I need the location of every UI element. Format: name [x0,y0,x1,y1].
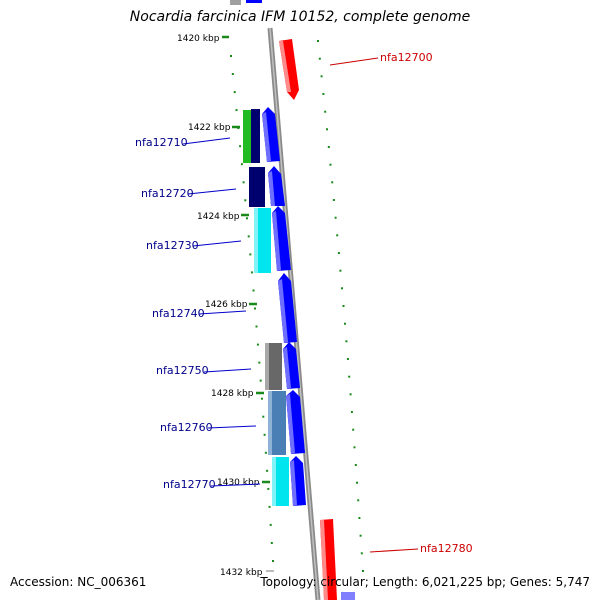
outer-scale-dot [345,340,348,343]
gene-nfa12720-segment-navy[interactable] [249,167,265,207]
kbp-label-1426: 1426 kbp [205,300,248,310]
inner-scale-dot [233,91,236,94]
outer-scale-dot [337,252,340,254]
inner-scale-dot [266,469,269,472]
outer-scale-dot [329,163,332,166]
kbp-label-1430: 1430 kbp [217,478,260,488]
outer-scale-dot [348,375,351,378]
inner-scale-dot [235,109,238,112]
inner-scale-dot [252,289,255,292]
inner-scale-dot [261,397,263,400]
gene-label-nfa12770[interactable]: nfa12770 [163,478,216,491]
outer-scale-dot [341,287,343,290]
inner-scale-dot [272,560,274,562]
outer-scale-dot [339,269,342,272]
inner-scale-dot [244,199,247,202]
kbp-label-1428: 1428 kbp [211,389,254,399]
gene-label-nfa12710[interactable]: nfa12710 [135,136,188,149]
partial-gene-top-blue [246,0,262,3]
inner-scale-dot [254,307,256,310]
gene-label-nfa12740[interactable]: nfa12740 [152,307,205,320]
outer-scale-dot [342,305,345,307]
gene-label-nfa12750[interactable]: nfa12750 [156,364,209,377]
gene-label-nfa12700[interactable]: nfa12700 [380,51,433,64]
gene-nfa12730-segment-cyan[interactable] [254,208,271,273]
kbp-label-1422: 1422 kbp [188,123,231,133]
inner-scale-dot [263,433,266,436]
outer-scale-dot [357,499,360,502]
partial-gene-bottom-blue [341,592,355,600]
outer-scale-dot [324,110,327,113]
kbp-label-1432: 1432 kbp [220,568,263,578]
outer-scale-dot [358,517,361,519]
gene-nfa12710-segment-navy[interactable] [251,109,260,163]
inner-scale-dot [249,253,252,256]
outer-scale-dot [331,181,334,184]
inner-scale-dot [264,451,267,454]
genome-title: Nocardia farcinica IFM 10152, complete g… [129,9,471,25]
topology-text: Topology: circular; Length: 6,021,225 bp… [260,575,590,589]
inner-scale-dot [259,379,262,382]
gene-label-nfa12760[interactable]: nfa12760 [160,421,213,434]
outer-scale-dot [359,534,362,537]
gene-label-nfa12720[interactable]: nfa12720 [141,187,194,200]
inner-kbp-ticks [230,55,274,562]
gene-nfa12770-segment-cyan[interactable] [272,457,289,506]
inner-scale-dot [239,145,242,148]
inner-scale-dot [258,361,261,364]
outer-scale-dot [360,552,363,555]
inner-scale-dot [240,163,243,166]
outer-scale-dot [353,446,356,449]
gene-label-nfa12780[interactable]: nfa12780 [420,542,473,555]
inner-scale-dot [269,523,272,526]
inner-scale-dot [255,325,258,328]
outer-scale-dot [320,75,323,78]
outer-kbp-ticks [317,40,364,572]
outer-scale-dot [322,93,325,95]
inner-scale-dot [230,55,232,57]
gene-nfa12750-segment-gray[interactable] [265,343,282,390]
inner-scale-dot [262,415,265,418]
inner-scale-dot [270,542,273,544]
kbp-label-1420: 1420 kbp [177,34,220,44]
outer-scale-dot [326,128,328,131]
outer-scale-dot [336,234,339,237]
outer-scale-dot [318,57,321,60]
outer-scale-dot [327,146,330,148]
gene-label-nfa12730[interactable]: nfa12730 [146,239,199,252]
gene-nfa12760-segment-steelblue[interactable] [268,391,286,455]
kbp-label-1424: 1424 kbp [197,212,240,222]
outer-scale-dot [346,358,349,360]
outer-scale-dot [334,216,337,219]
outer-scale-dot [349,393,352,396]
outer-scale-dot [350,411,353,413]
accession-text: Accession: NC_006361 [10,575,147,589]
gene-nfa12710-segment-green[interactable] [243,110,252,163]
inner-scale-dot [231,73,234,75]
inner-scale-dot [247,235,250,238]
inner-scale-dot [268,505,271,508]
outer-scale-dot [354,464,357,466]
outer-scale-dot [362,570,364,572]
outer-scale-dot [356,481,358,484]
inner-scale-dot [242,181,245,184]
outer-scale-dot [332,199,335,201]
inner-scale-dot [267,487,270,490]
partial-gene-top-gray [230,0,241,5]
inner-scale-dot [256,343,259,346]
outer-scale-dot [344,322,346,325]
outer-scale-dot [352,428,355,431]
inner-scale-dot [250,271,253,274]
outer-scale-dot [317,40,319,42]
inner-scale-dot [246,217,248,220]
